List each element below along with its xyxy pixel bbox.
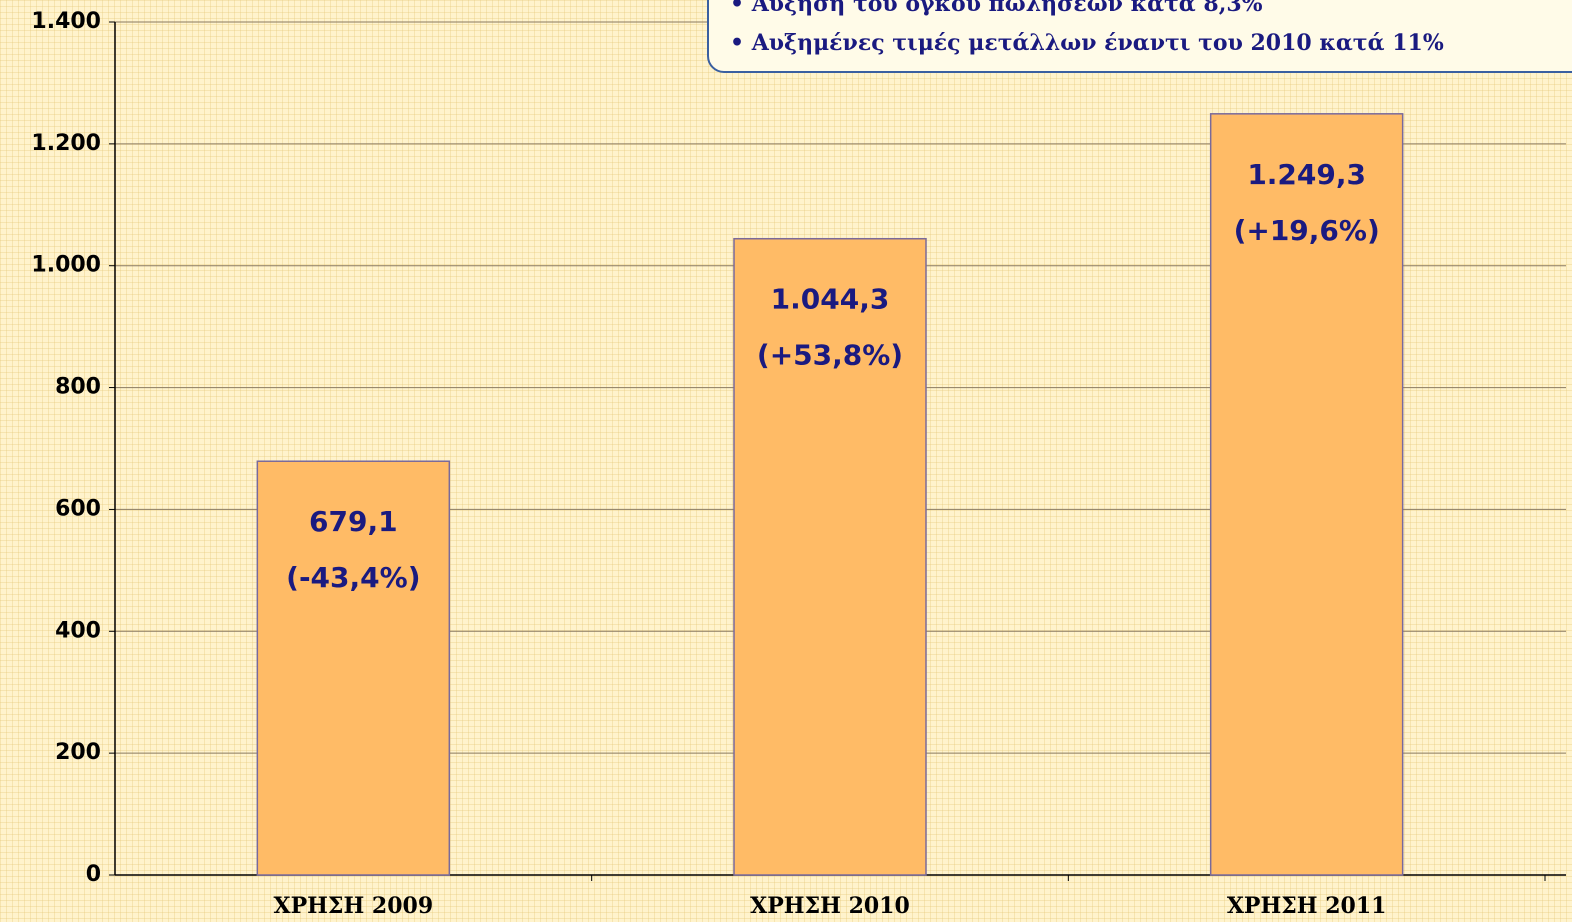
y-tick-label: 400 bbox=[55, 618, 101, 643]
x-tick-label: ΧΡΗΣΗ 2011 bbox=[1227, 893, 1387, 919]
annotation: • Αυξημένες τιμές μετάλλων έναντι του 20… bbox=[730, 30, 1444, 56]
y-tick-label: 0 bbox=[86, 862, 101, 887]
y-tick-label: 1.000 bbox=[31, 253, 101, 278]
y-tick-label: 200 bbox=[55, 740, 101, 765]
change-label: (-43,4%) bbox=[286, 561, 420, 594]
value-label: 1.249,3 bbox=[1247, 158, 1366, 191]
y-tick-label: 1.200 bbox=[31, 131, 101, 156]
y-tick-label: 600 bbox=[55, 496, 101, 521]
bar bbox=[733, 237, 927, 876]
y-tick-label: 1.400 bbox=[31, 9, 101, 34]
bar bbox=[1209, 113, 1404, 876]
change-label: (+53,8%) bbox=[757, 339, 903, 372]
value-label: 679,1 bbox=[309, 505, 398, 538]
value-label: 1.044,3 bbox=[771, 283, 890, 316]
annotation: • Αύξηση του όγκου πωλήσεων κατά 8,3% bbox=[730, 0, 1263, 17]
x-tick-label: ΧΡΗΣΗ 2010 bbox=[750, 893, 910, 919]
change-label: (+19,6%) bbox=[1234, 214, 1380, 247]
x-tick-label: ΧΡΗΣΗ 2009 bbox=[274, 893, 434, 919]
bar bbox=[256, 460, 451, 876]
annotation-box bbox=[707, 0, 1572, 73]
y-tick-label: 800 bbox=[55, 375, 101, 400]
